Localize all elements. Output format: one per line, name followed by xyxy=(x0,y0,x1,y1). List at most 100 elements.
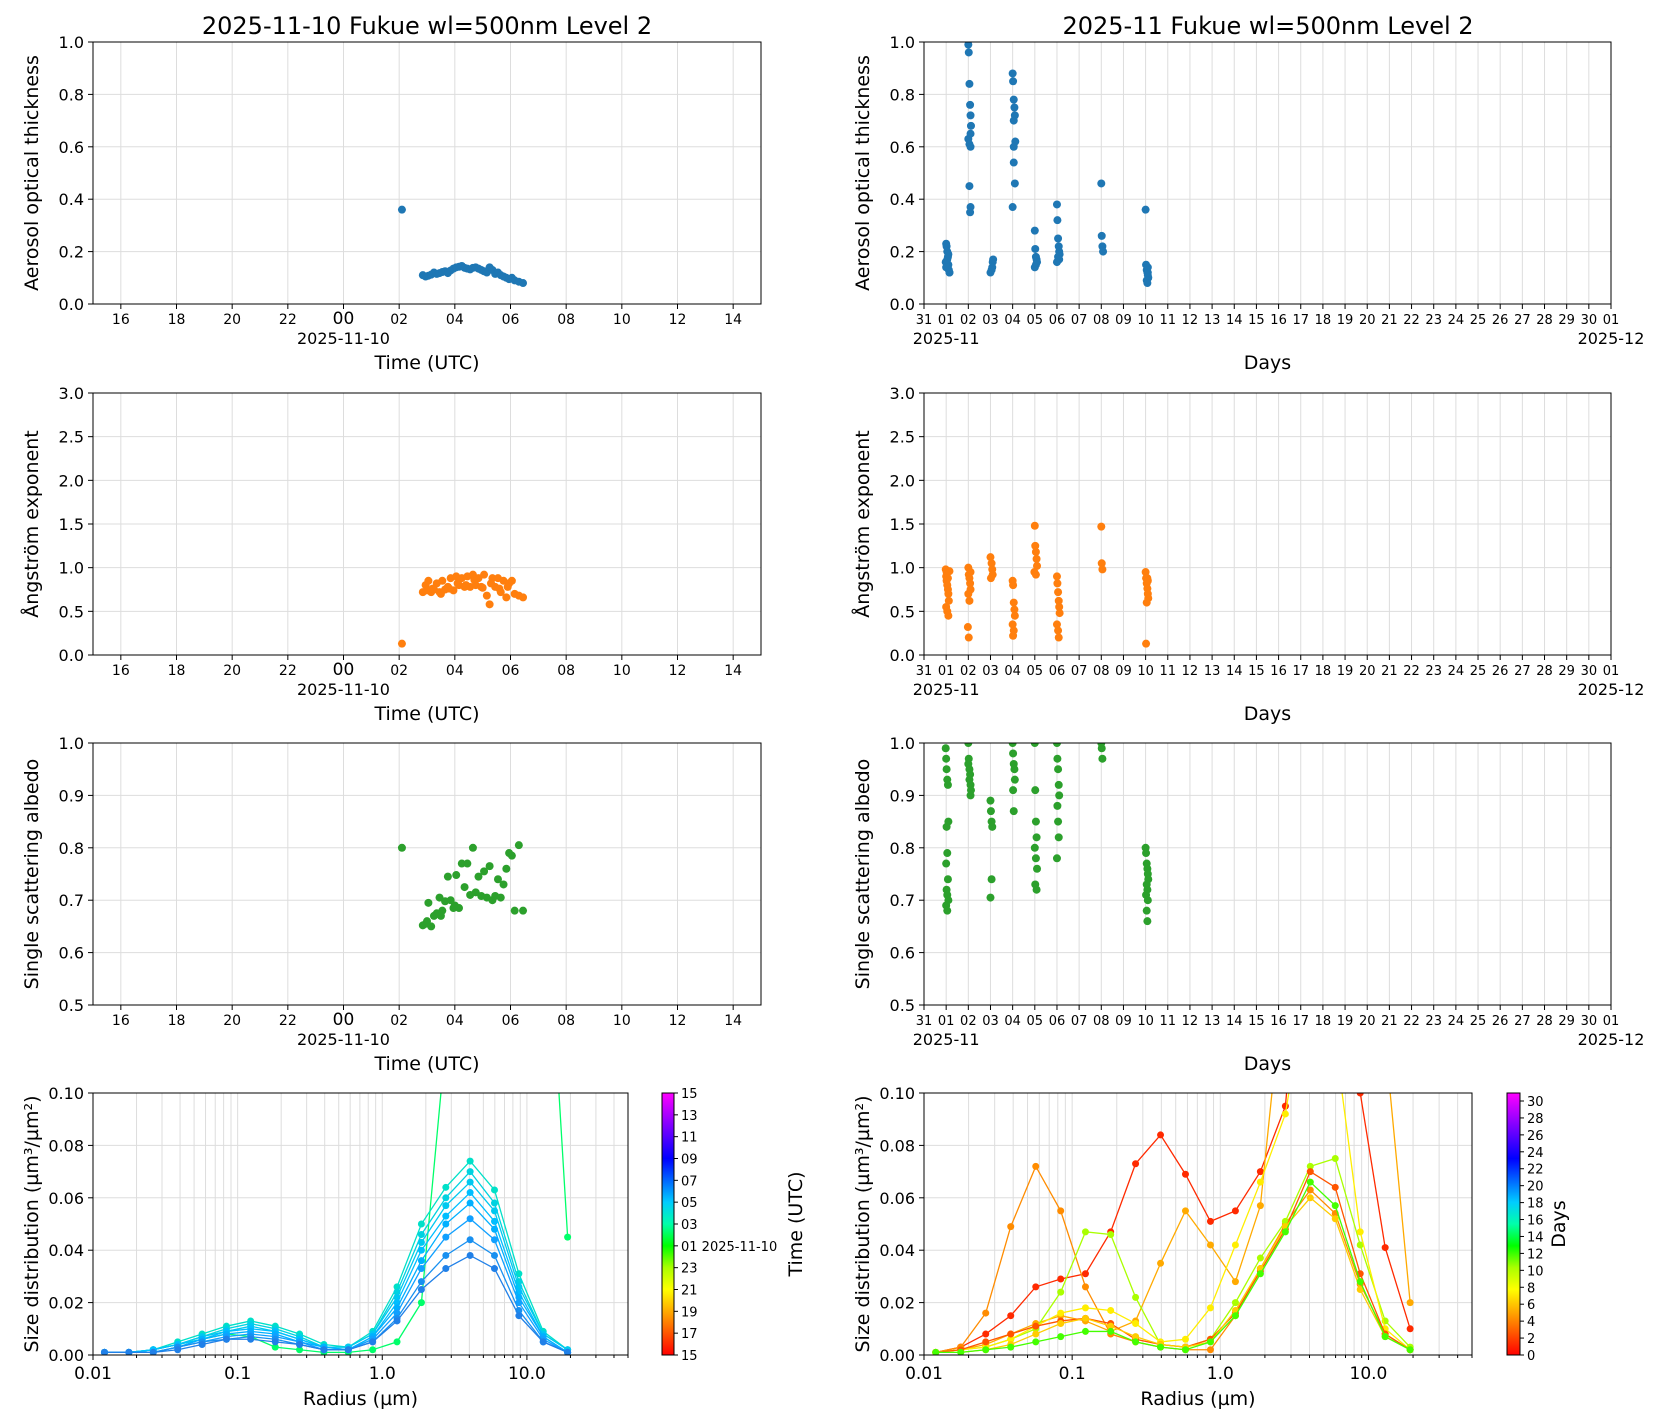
series-point xyxy=(1007,1335,1015,1343)
series-point xyxy=(417,1286,425,1293)
series-point xyxy=(1256,1202,1264,1210)
series-point xyxy=(1132,1320,1140,1328)
x-tick-label: 22 xyxy=(279,663,297,679)
x-tick-label: 31 xyxy=(916,664,933,679)
data-point xyxy=(445,584,454,593)
x-tick-label: 20 xyxy=(1359,1014,1376,1029)
data-point xyxy=(470,575,479,584)
x-tick-label: 19 xyxy=(1337,313,1354,328)
colorbar-tick-label: 11 xyxy=(681,1131,698,1146)
x-tick-label: 30 xyxy=(1581,313,1598,328)
x-tick-label: 03 xyxy=(982,1014,999,1029)
colorbar-tick-label: 13 xyxy=(681,1109,698,1124)
data-point xyxy=(1010,611,1019,620)
grid xyxy=(92,1092,629,1356)
x-tick-label: 16 xyxy=(1270,664,1287,679)
series-point xyxy=(491,1199,499,1207)
y-tick-label: 0.08 xyxy=(48,1136,84,1155)
y-tick-label: 0.6 xyxy=(890,944,915,963)
x-tick-label: 16 xyxy=(112,1013,130,1029)
data-point xyxy=(986,893,995,902)
series-point xyxy=(1032,1162,1040,1170)
data-point xyxy=(397,639,406,648)
data-point xyxy=(1054,626,1063,635)
x-tick-label: 18 xyxy=(168,1013,186,1029)
data-point xyxy=(1055,609,1064,618)
x-tick-label: 31 xyxy=(916,313,933,328)
series-point xyxy=(1307,828,1314,835)
x-tick-label: 25 xyxy=(1470,664,1487,679)
x-tick-label: 06 xyxy=(1049,313,1066,328)
data-point xyxy=(1032,554,1041,563)
x-tick-label: 12 xyxy=(1182,1014,1199,1029)
series-point xyxy=(271,1338,279,1346)
series-line xyxy=(935,1157,1411,1354)
colorbar-tick-label: 0 xyxy=(1527,1349,1535,1364)
x-tick-label: 12 xyxy=(669,312,687,328)
series-point xyxy=(1181,1170,1189,1178)
data-point xyxy=(1031,547,1040,556)
data-point xyxy=(1010,765,1019,774)
data-point xyxy=(1052,854,1061,863)
data-marks xyxy=(941,42,1153,288)
x-tick-label: 22 xyxy=(1403,664,1420,679)
colorbar-tick-label: 07 xyxy=(681,1174,698,1189)
colorbar-tick-label: 22 xyxy=(1527,1163,1544,1178)
series-point xyxy=(1406,1299,1414,1307)
data-point xyxy=(1052,572,1061,581)
y-tick-label: 0.2 xyxy=(59,243,84,262)
x-tick-label: 04 xyxy=(446,1013,464,1029)
series-point xyxy=(1281,1228,1289,1236)
y-tick-label: 0.5 xyxy=(890,996,915,1015)
colorbar: 15 13 11 09 07 05 03 01 2025-11-10 23 21 19 17 15 Tim… xyxy=(661,1087,807,1364)
series-point xyxy=(1032,1338,1040,1346)
data-point xyxy=(397,843,406,852)
x-tick-label: 14 xyxy=(724,1013,742,1029)
x-tick-label: 07 xyxy=(1071,1014,1088,1029)
y-tick-label: 1.0 xyxy=(59,559,84,578)
x-tick-label: 14 xyxy=(1226,1014,1243,1029)
data-point xyxy=(495,584,504,593)
data-point xyxy=(986,553,995,562)
series-point xyxy=(222,1335,230,1343)
data-point xyxy=(428,584,437,593)
y-axis-label: Aerosol optical thickness xyxy=(852,55,874,291)
data-point xyxy=(1031,541,1040,550)
series-line xyxy=(104,1181,568,1354)
data-point xyxy=(966,100,975,109)
series-point xyxy=(1057,1275,1065,1283)
data-point xyxy=(1031,854,1040,863)
series-point xyxy=(515,1312,523,1320)
series-point xyxy=(564,1233,572,1241)
data-point xyxy=(964,633,973,642)
x-tick-label: 10.0 xyxy=(1350,1364,1388,1384)
series-point xyxy=(442,1265,450,1273)
data-point xyxy=(988,822,997,831)
data-point xyxy=(1009,95,1018,104)
chart-panel-aot_month: 31 01 02 03 04 05 06 07 08 09 10 11 12 13 14 15 16 17 18 19… xyxy=(852,33,1644,374)
x-tick-label: 29 xyxy=(1558,1014,1575,1029)
series-line xyxy=(104,1238,568,1354)
data-point xyxy=(965,596,974,605)
series-point xyxy=(271,1343,279,1351)
x-tick-label: 07 xyxy=(1071,664,1088,679)
x-tick-label: 02 xyxy=(390,663,408,679)
data-point xyxy=(453,579,462,588)
left-column-title: 2025-11-10 Fukue wl=500nm Level 2 xyxy=(202,12,652,40)
x-tick-label: 01 xyxy=(1603,664,1620,679)
x-tick-label: 20 xyxy=(223,1013,241,1029)
x-tick-label: 01 xyxy=(938,1014,955,1029)
data-point xyxy=(986,796,995,805)
data-point xyxy=(1142,906,1151,915)
data-point xyxy=(942,754,951,763)
x-tick-label: 00 xyxy=(333,309,355,329)
series-point xyxy=(1132,1293,1140,1301)
series-point xyxy=(1306,1186,1314,1194)
x-tick-label: 26 xyxy=(1492,1014,1509,1029)
x-tick-label: 20 xyxy=(1359,313,1376,328)
series-point xyxy=(417,1265,425,1273)
x-tick-label: 08 xyxy=(1093,313,1110,328)
y-tick-label: 0.8 xyxy=(59,85,84,104)
x-tick-label: 16 xyxy=(112,312,130,328)
y-tick-label: 0.02 xyxy=(879,1294,915,1313)
